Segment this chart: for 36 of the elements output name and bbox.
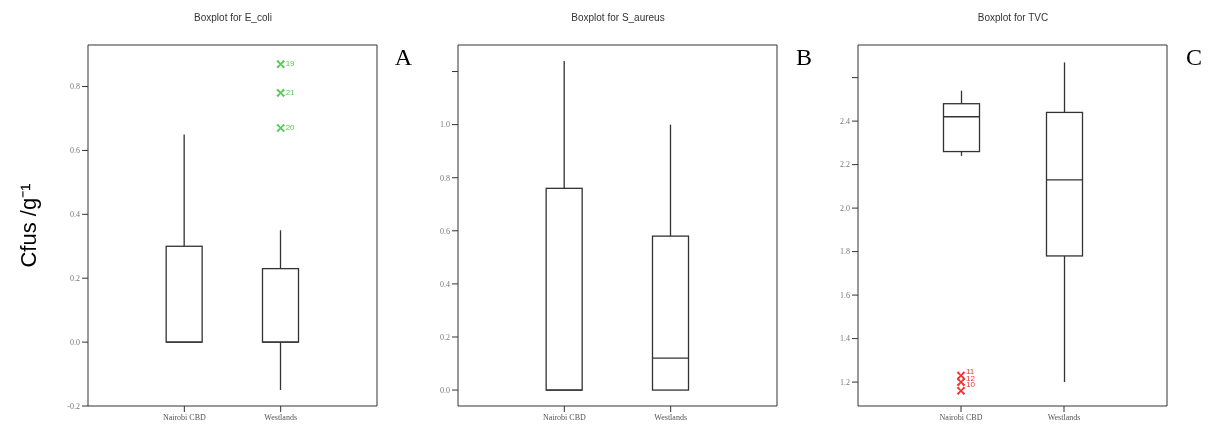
y-tick-label: 1.8	[840, 247, 850, 257]
y-tick-label: 2.2	[840, 160, 850, 170]
chart-title: Boxplot for TVC	[976, 12, 1050, 23]
x-tick-label: Westlands	[1047, 412, 1081, 422]
text: C	[1185, 44, 1202, 71]
x-tick-label: Westlands	[264, 412, 298, 422]
y-tick-label: 0.6	[70, 146, 80, 156]
y-tick-label: 0.2	[70, 274, 80, 284]
y-tick-label: 1.2	[840, 377, 850, 387]
y-tick-label: 2.4	[840, 116, 850, 126]
x-tick-label: Nairobi CBD	[542, 412, 586, 422]
annotation: 10	[966, 380, 976, 390]
y-tick-label: 1.6	[840, 290, 850, 300]
annotation: 21	[285, 88, 296, 98]
annotation: 19	[285, 59, 296, 69]
y-tick-label: 0.0	[440, 385, 450, 395]
x-tick-label: Nairobi CBD	[939, 412, 983, 422]
y-tick-label: 0.6	[440, 226, 450, 236]
y-tick-label: 0.0	[70, 337, 80, 347]
chart-title: Boxplot for S_aureus	[570, 12, 666, 23]
text: B	[795, 44, 812, 71]
y-tick-label: 1.0	[440, 120, 450, 130]
annotation: 20	[285, 123, 296, 133]
y-axis-title: Cfus /g⁻¹	[16, 183, 41, 268]
y-tick-label: 0.8	[440, 173, 450, 183]
x-tick-label: Nairobi CBD	[162, 412, 206, 422]
y-tick-label: 0.2	[440, 332, 450, 342]
chart-title: Boxplot for E_coli	[193, 12, 273, 23]
text: A	[394, 44, 412, 71]
y-tick-label: 1.4	[840, 334, 850, 344]
y-tick-label: -0.2	[67, 401, 80, 411]
y-tick-label: 0.4	[440, 279, 450, 289]
y-tick-label: 2.0	[840, 203, 850, 213]
y-tick-label: 0.8	[70, 82, 80, 92]
y-tick-label: 0.4	[70, 210, 80, 220]
x-tick-label: Westlands	[654, 412, 688, 422]
